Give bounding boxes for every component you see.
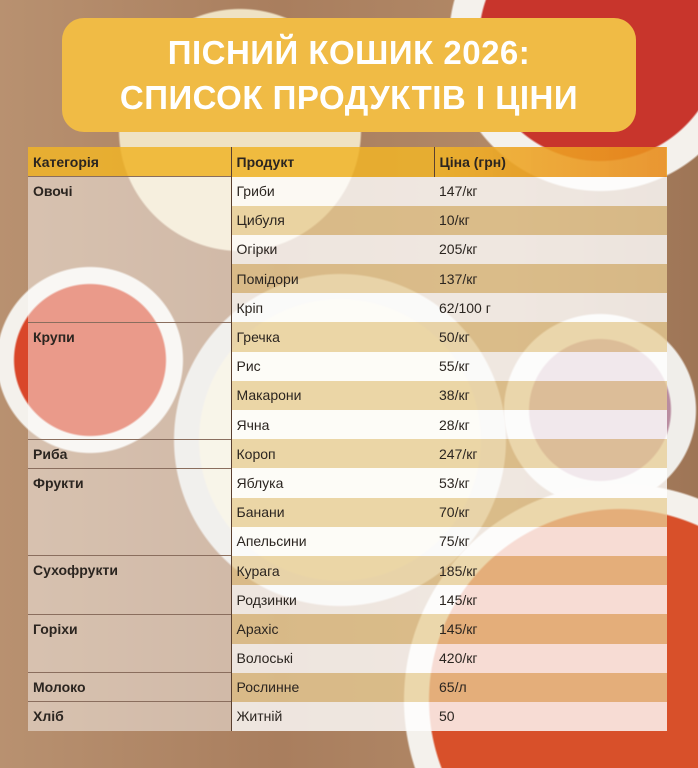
price-cell: 62/100 г [434, 293, 667, 323]
category-cell: Горіхи [28, 613, 231, 673]
table-row: Апельсини 75/кг [28, 526, 667, 556]
price-cell: 75/кг [434, 526, 667, 556]
table-row: Цибуля 10/кг [28, 205, 667, 235]
category-cell: Молоко [28, 672, 231, 702]
price-cell: 185/кг [434, 555, 667, 586]
price-cell: 55/кг [434, 351, 667, 381]
table-row: Риба Короп 247/кг [28, 438, 667, 469]
price-cell: 50 [434, 701, 667, 732]
price-cell: 147/кг [434, 176, 667, 206]
price-cell: 145/кг [434, 585, 667, 615]
category-cell: Риба [28, 438, 231, 469]
table-row: Крупи Гречка 50/кг [28, 321, 667, 440]
product-cell: Короп [230, 439, 434, 469]
product-cell: Родзинки [230, 585, 434, 615]
product-cell: Огірки [230, 234, 434, 265]
table-row: Хліб Житній 50 [28, 701, 667, 732]
product-cell: Ячна [230, 410, 434, 440]
product-cell: Помідори [230, 264, 434, 294]
price-table: Категорія Продукт Ціна (грн) Овочі Гриби 1… [28, 147, 667, 732]
price-cell: 247/кг [434, 439, 667, 469]
product-cell: Яблука [230, 468, 434, 498]
table-row: Помідори 137/кг [28, 264, 667, 294]
category-cell: Сухофрукти [28, 555, 231, 615]
title-line-2: СПИСОК ПРОДУКТІВ І ЦІНИ [119, 79, 579, 116]
category-cell: Хліб [28, 701, 231, 732]
product-cell: Гриби [230, 176, 434, 206]
table-row: Ячна 28/кг [28, 410, 667, 440]
header-category: Категорія [28, 147, 231, 177]
table-row: Овочі Гриби 147/кг [28, 176, 667, 323]
table-row: Макарони 38/кг [28, 380, 667, 410]
price-cell: 420/кг [434, 643, 667, 673]
table-header-row: Категорія Продукт Ціна (грн) [28, 147, 667, 177]
price-cell: 145/кг [434, 614, 667, 644]
product-cell: Цибуля [230, 205, 434, 235]
product-cell: Макарони [230, 380, 434, 410]
header-price: Ціна (грн) [433, 147, 667, 177]
product-cell: Арахіс [230, 614, 434, 644]
product-cell: Кріп [230, 293, 434, 323]
price-cell: 28/кг [434, 410, 667, 440]
price-cell: 53/кг [434, 468, 667, 498]
table-row: Горіхи Арахіс 145/кг [28, 613, 667, 673]
product-cell: Рослинне [230, 672, 434, 702]
price-cell: 65/л [434, 672, 667, 702]
price-cell: 70/кг [434, 497, 667, 527]
category-cell: Крупи [28, 321, 231, 440]
category-cell: Фрукти [28, 467, 231, 556]
table-row: Кріп 62/100 г [28, 293, 667, 323]
product-cell: Житній [230, 701, 434, 732]
product-cell: Курага [230, 555, 434, 586]
price-cell: 137/кг [434, 264, 667, 294]
product-cell: Волоські [230, 643, 434, 673]
header-product: Продукт [230, 147, 434, 177]
table-row: Волоські 420/кг [28, 643, 667, 673]
table-row: Сухофрукти Курага 185/кг [28, 555, 667, 615]
product-cell: Гречка [230, 322, 434, 352]
price-cell: 10/кг [434, 205, 667, 235]
table-row: Банани 70/кг [28, 497, 667, 527]
title-banner: ПІСНИЙ КОШИК 2026: СПИСОК ПРОДУКТІВ І ЦІ… [62, 18, 636, 132]
table-row: Рис 55/кг [28, 351, 667, 381]
category-cell: Овочі [28, 176, 231, 323]
product-cell: Рис [230, 351, 434, 381]
title-line-1: ПІСНИЙ КОШИК 2026: [167, 34, 531, 71]
price-cell: 205/кг [434, 234, 667, 265]
product-cell: Банани [230, 497, 434, 527]
table-row: Фрукти Яблука 53/кг [28, 467, 667, 556]
price-cell: 50/кг [434, 322, 667, 352]
table-row: Огірки 205/кг [28, 234, 667, 265]
product-cell: Апельсини [230, 526, 434, 556]
price-cell: 38/кг [434, 380, 667, 410]
table-row: Родзинки 145/кг [28, 585, 667, 615]
table-row: Молоко Рослинне 65/л [28, 672, 667, 702]
